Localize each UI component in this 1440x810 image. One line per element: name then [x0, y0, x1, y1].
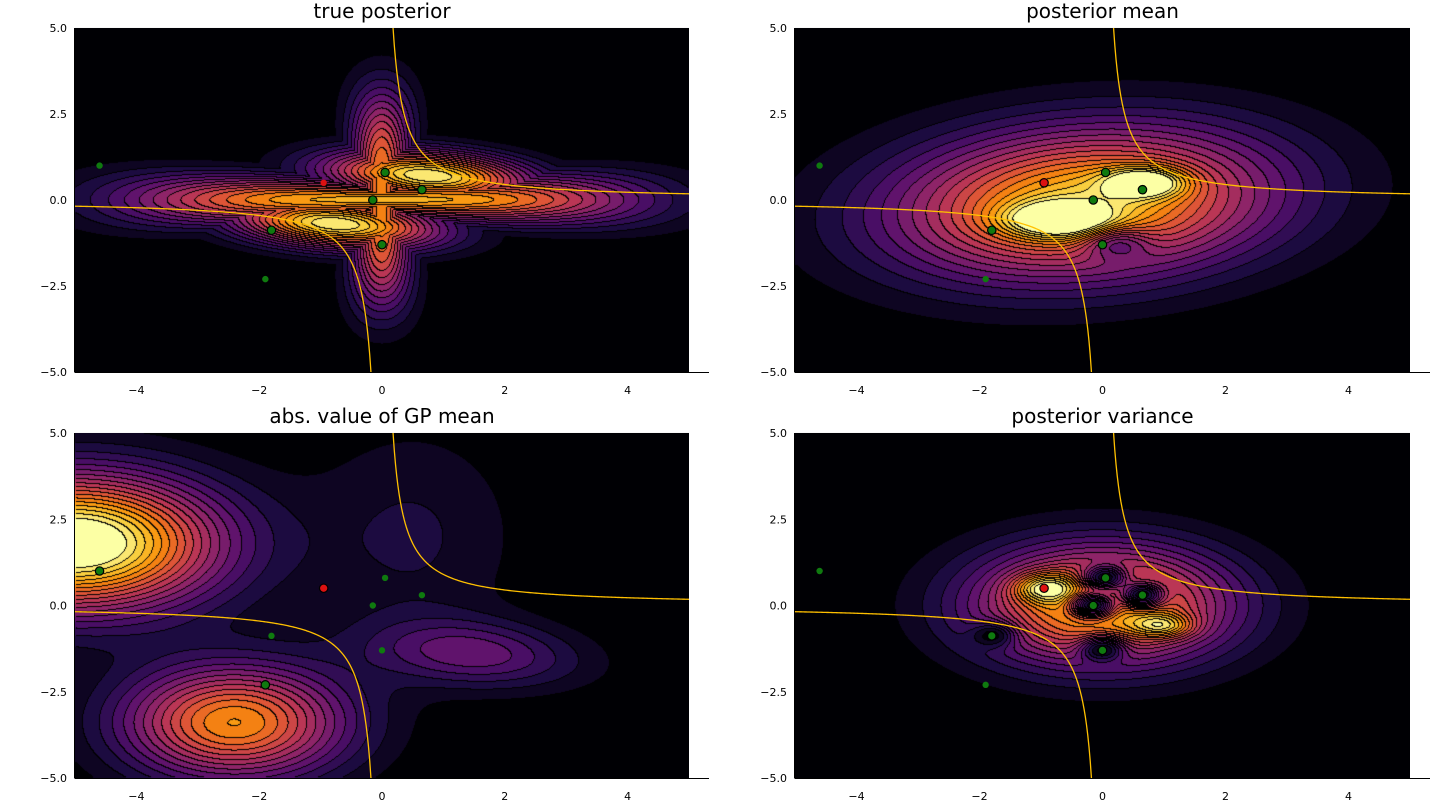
curve-lower-left: [75, 611, 372, 778]
y-tick-label: 5.0: [50, 22, 68, 35]
x-tick-label: 4: [1345, 790, 1352, 803]
x-tick-label: 2: [1222, 384, 1229, 397]
green-point: [982, 681, 989, 689]
x-tick-label: −2: [971, 790, 987, 803]
hyperbola-curves: [75, 28, 689, 372]
hyperbola-curves: [795, 28, 1410, 372]
y-tick-label: −2.5: [40, 280, 67, 293]
curve-lower-left: [75, 205, 372, 372]
heatmap-true: [75, 28, 689, 372]
green-point: [94, 566, 105, 576]
x-tick-label: 2: [501, 384, 508, 397]
green-point: [266, 225, 277, 236]
x-tick-label: 0: [379, 790, 386, 803]
x-tick-label: −2: [251, 790, 267, 803]
green-point: [260, 680, 271, 690]
heatmap-absgp: [75, 433, 689, 778]
x-tick-label: −2: [251, 384, 267, 397]
y-tick-label: 5.0: [770, 427, 788, 440]
y-tick-label: −2.5: [760, 686, 787, 699]
green-point: [96, 162, 103, 169]
x-tick-label: 4: [624, 790, 631, 803]
green-point: [1100, 167, 1111, 178]
green-point: [417, 184, 427, 195]
y-tick-label: −2.5: [40, 686, 67, 699]
red-point: [318, 583, 329, 594]
y-tick-label: 0.0: [770, 194, 788, 207]
y-tick-label: 0.0: [50, 194, 68, 207]
x-tick-label: 2: [1222, 790, 1229, 803]
panel-var: −4 −2 0 2 4 −5.0 −2.5 0.0 2.5 5.0 posterior varian…: [760, 404, 1430, 803]
red-point: [320, 179, 327, 186]
heatmap-mean: [795, 28, 1410, 372]
panel-absgp: −4 −2 0 2 4 −5.0 −2.5 0.0 2.5 5.0 abs. value of GP…: [40, 404, 709, 803]
y-tick-label: −5.0: [40, 772, 67, 785]
y-tick-label: −2.5: [760, 280, 787, 293]
curve-lower-left: [795, 611, 1093, 778]
red-point: [1039, 583, 1049, 594]
x-tick-label: 2: [501, 790, 508, 803]
curve-lower-left: [795, 205, 1093, 372]
curve-upper-right: [392, 433, 689, 600]
green-point: [262, 275, 269, 283]
hyperbola-curves: [795, 433, 1410, 778]
panel-mean: −4 −2 0 2 4 −5.0 −2.5 0.0 2.5 5.0 posterior mean: [760, 0, 1430, 397]
heatmap-var: [795, 433, 1410, 778]
y-tick-label: 2.5: [770, 513, 788, 526]
y-tick-label: 2.5: [770, 108, 788, 121]
x-tick-label: −4: [128, 384, 144, 397]
y-tick-label: 0.0: [50, 600, 68, 613]
red-point: [1039, 178, 1049, 188]
chart-title: posterior variance: [1011, 404, 1193, 428]
green-point: [1137, 590, 1148, 600]
hyperbola-curves: [75, 433, 689, 778]
green-point: [986, 225, 997, 236]
y-tick-label: 2.5: [50, 513, 68, 526]
curve-upper-right: [392, 28, 689, 195]
y-tick-label: −5.0: [40, 366, 67, 379]
y-tick-label: −5.0: [760, 366, 787, 379]
green-point: [377, 239, 387, 250]
x-tick-label: 4: [1345, 384, 1352, 397]
y-tick-label: −5.0: [760, 772, 787, 785]
x-tick-label: −2: [971, 384, 987, 397]
green-point: [816, 567, 823, 575]
x-tick-label: −4: [848, 790, 864, 803]
y-tick-label: 5.0: [770, 22, 788, 35]
x-tick-label: −4: [848, 384, 864, 397]
x-tick-label: −4: [128, 790, 144, 803]
green-point: [268, 632, 275, 640]
green-point: [1088, 600, 1099, 611]
green-point: [986, 631, 997, 641]
green-point: [380, 167, 390, 178]
green-point: [369, 602, 376, 609]
y-tick-label: 0.0: [770, 600, 788, 613]
green-point: [1100, 573, 1111, 583]
green-point: [816, 162, 823, 169]
x-tick-label: 0: [1099, 790, 1106, 803]
y-tick-label: 2.5: [50, 108, 68, 121]
green-point: [378, 647, 386, 654]
y-tick-label: 5.0: [50, 427, 68, 440]
x-tick-label: 4: [624, 384, 631, 397]
chart-title: true posterior: [313, 0, 451, 23]
chart-title: abs. value of GP mean: [269, 404, 494, 428]
x-tick-label: 0: [379, 384, 386, 397]
green-point: [1137, 184, 1148, 195]
green-point: [1097, 645, 1108, 656]
green-point: [982, 275, 989, 283]
chart-title: posterior mean: [1026, 0, 1179, 23]
curve-upper-right: [1112, 28, 1410, 195]
green-point: [1088, 195, 1099, 205]
green-point: [418, 591, 426, 599]
green-point: [1097, 239, 1108, 250]
x-tick-label: 0: [1099, 384, 1106, 397]
green-point: [381, 574, 389, 582]
curve-upper-right: [1112, 433, 1410, 600]
panel-true: −4 −2 0 2 4 −5.0 −2.5 0.0 2.5 5.0 true posterior: [40, 0, 709, 397]
green-point: [367, 195, 378, 205]
